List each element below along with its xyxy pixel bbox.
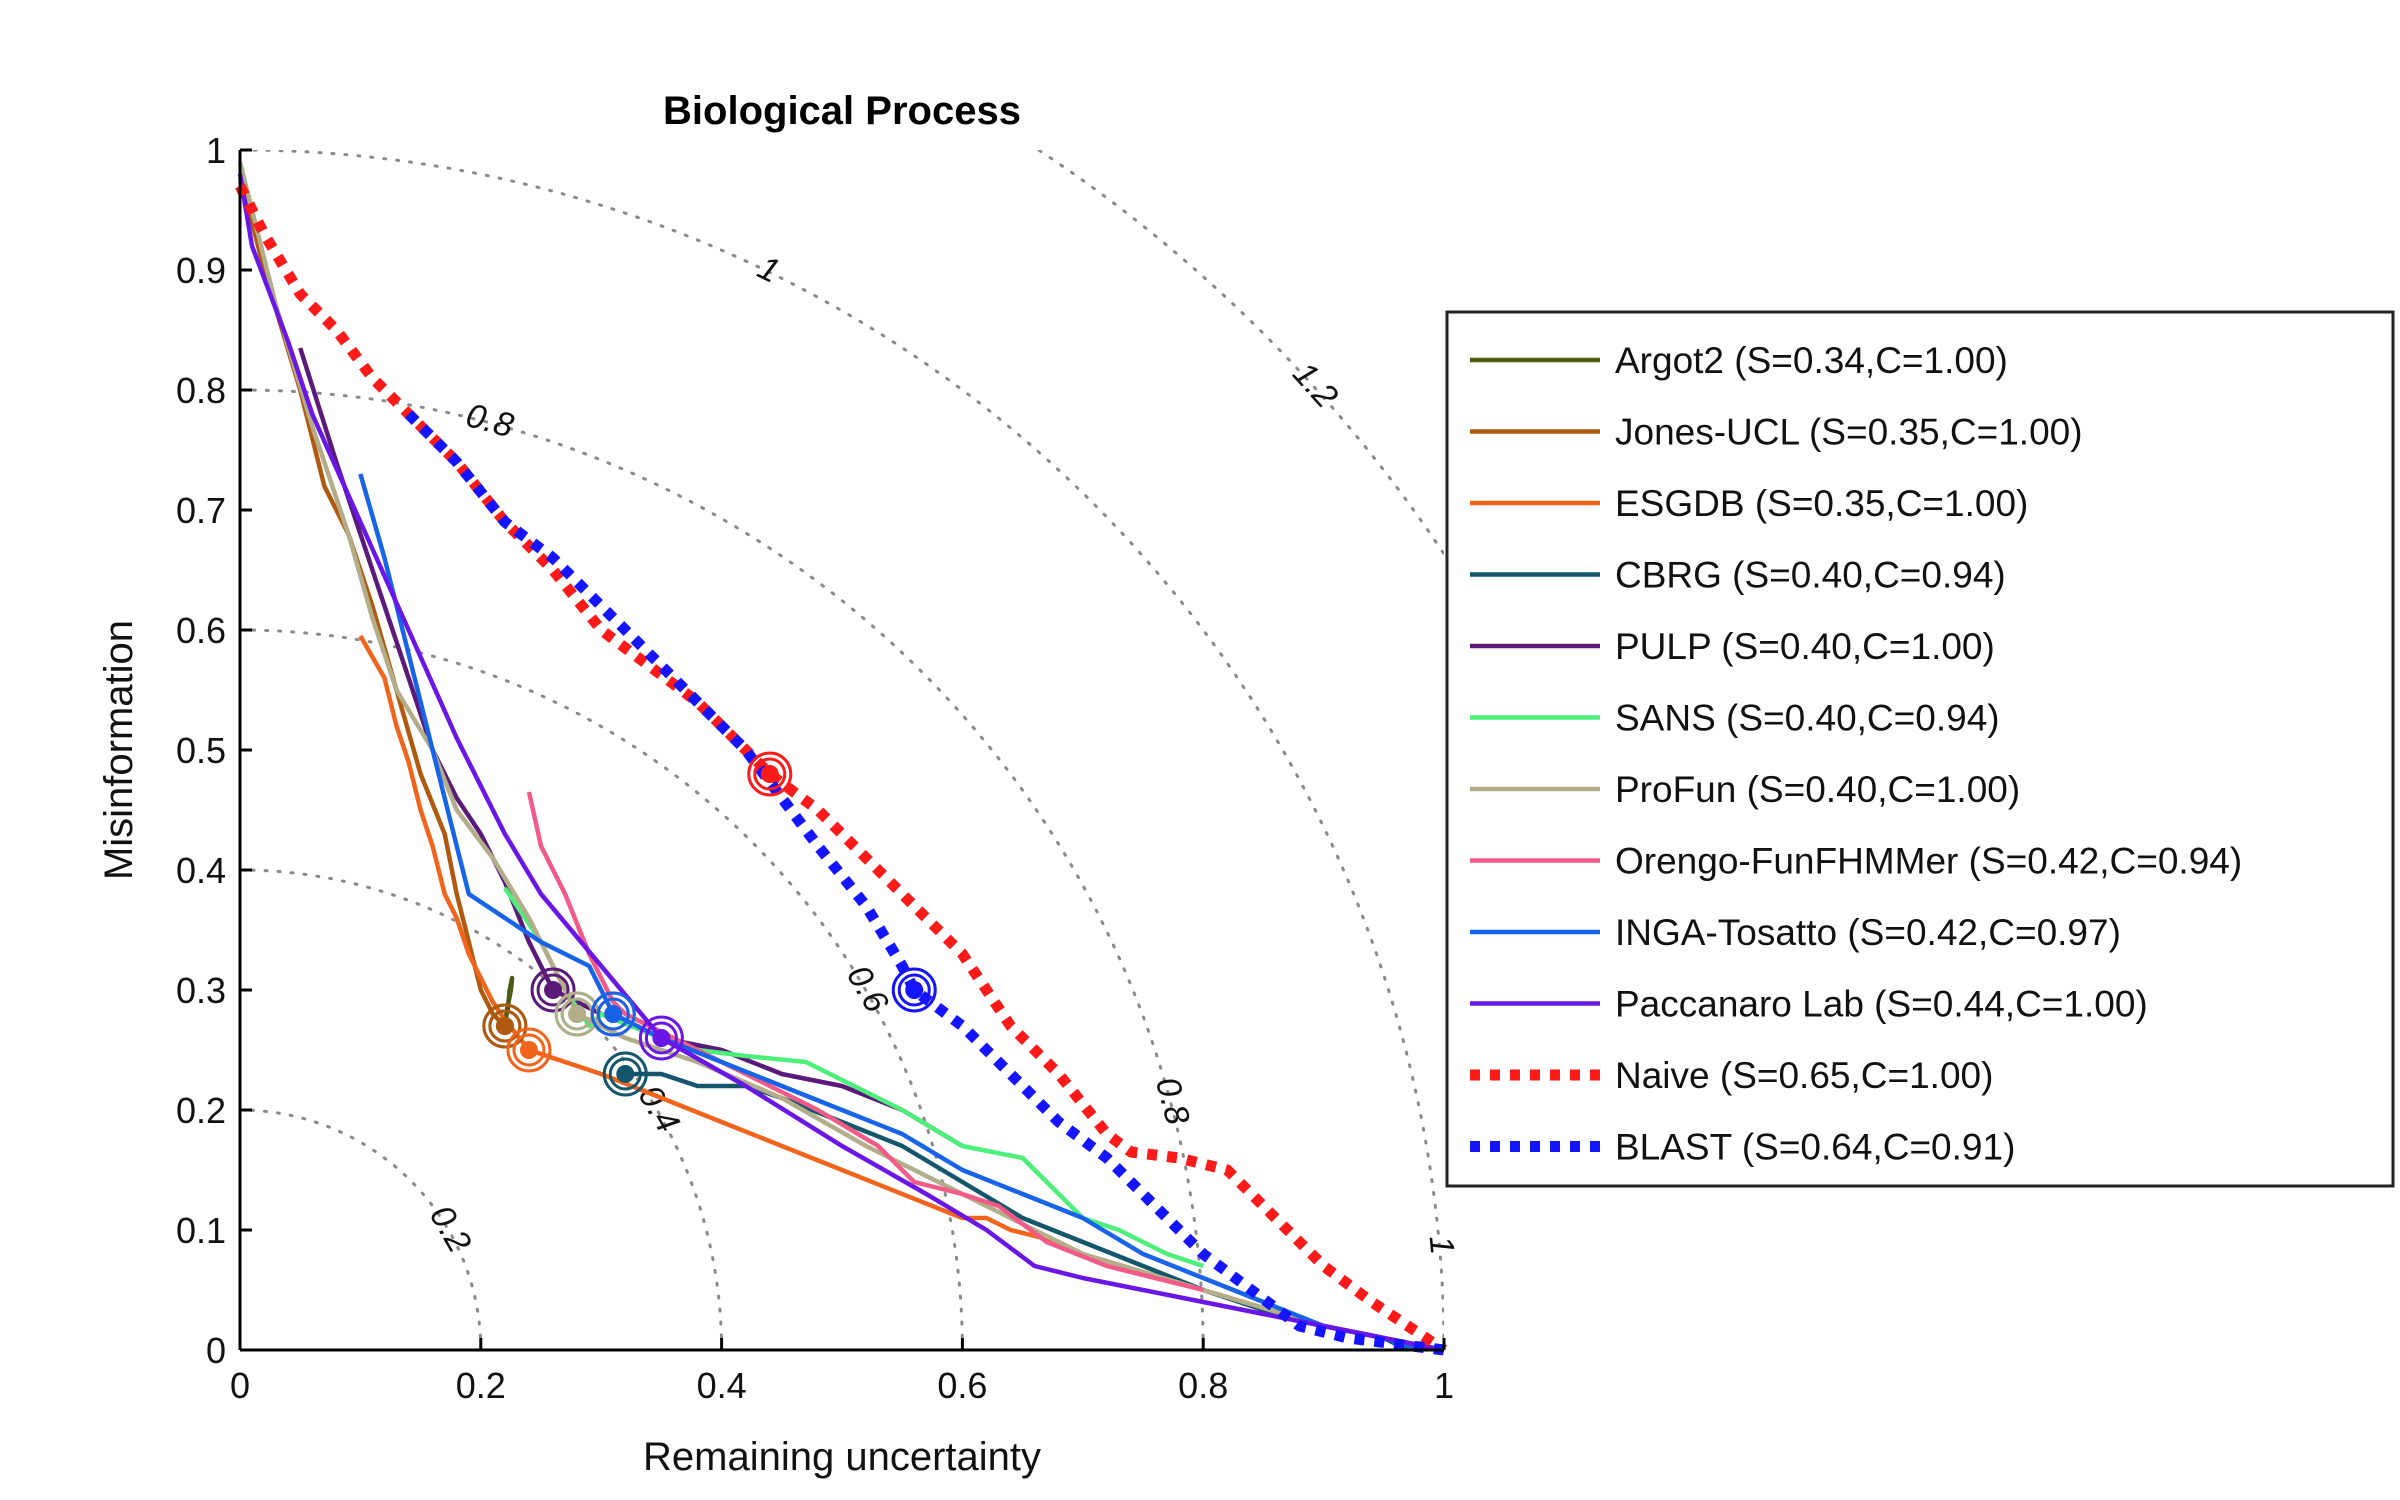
contour-arc	[240, 1108, 483, 1350]
optimum-marker	[891, 967, 937, 1013]
legend-label: ESGDB (S=0.35,C=1.00)	[1615, 483, 2028, 524]
optimum-marker	[638, 1015, 684, 1061]
optimum-markers	[482, 751, 937, 1097]
legend-label: Argot2 (S=0.34,C=1.00)	[1615, 340, 2008, 381]
legend-label: Orengo-FunFHMMer (S=0.42,C=0.94)	[1615, 841, 2242, 882]
contour-arc	[1035, 150, 1444, 557]
series-line	[526, 791, 1204, 1293]
y-ticks: 0 0.1 0.2 0.3 0.4 0.5 0.6 0.7 0.8 0.9 1	[176, 130, 252, 1371]
series-line	[358, 634, 1445, 1353]
legend-entry: Argot2 (S=0.34,C=1.00)	[1470, 340, 2008, 381]
series-line	[358, 473, 1421, 1353]
x-tick-label: 0.4	[697, 1365, 747, 1406]
contour-label: 0.6	[839, 959, 896, 1019]
series-line	[237, 173, 507, 1028]
x-tick-label: 0.2	[456, 1365, 506, 1406]
legend-entry: ESGDB (S=0.35,C=1.00)	[1470, 483, 2028, 524]
legend-label: Naive (S=0.65,C=1.00)	[1615, 1055, 1993, 1096]
legend-label: BLAST (S=0.64,C=0.91)	[1615, 1127, 2015, 1168]
series-line	[235, 183, 1448, 1355]
optimum-marker	[506, 1027, 552, 1073]
series-line	[298, 347, 964, 1148]
legend-label: Jones-UCL (S=0.35,C=1.00)	[1615, 412, 2083, 453]
y-tick-label: 0.8	[176, 370, 226, 411]
legend-label: CBRG (S=0.40,C=0.94)	[1615, 555, 2006, 596]
legend-label: PULP (S=0.40,C=1.00)	[1615, 626, 1995, 667]
series-line	[237, 161, 1445, 1353]
series-line	[625, 1071, 1409, 1353]
x-tick-label: 1	[1434, 1365, 1454, 1406]
contour-arc	[240, 388, 1205, 1350]
y-tick-label: 1	[206, 130, 226, 171]
x-tick-label: 0	[230, 1365, 250, 1406]
contour-label: 0.2	[422, 1199, 479, 1259]
optimum-marker	[602, 1051, 648, 1097]
legend-entry: Jones-UCL (S=0.35,C=1.00)	[1470, 412, 2083, 453]
legend-entry: ProFun (S=0.40,C=1.00)	[1470, 769, 2020, 810]
optimum-marker	[590, 991, 636, 1037]
x-tick-label: 0.8	[1178, 1365, 1228, 1406]
optimum-marker	[747, 751, 793, 797]
legend-label: INGA-Tosatto (S=0.42,C=0.97)	[1615, 912, 2121, 953]
series-line	[237, 173, 1445, 1353]
legend: Argot2 (S=0.34,C=1.00) Jones-UCL (S=0.35,…	[1445, 310, 2395, 1188]
legend-entry: INGA-Tosatto (S=0.42,C=0.97)	[1470, 912, 2121, 953]
series-lines	[235, 161, 1448, 1356]
y-tick-label: 0	[206, 1330, 226, 1371]
y-tick-label: 0.9	[176, 250, 226, 291]
series-line	[502, 975, 515, 1027]
y-tick-label: 0.1	[176, 1210, 226, 1251]
y-tick-label: 0.2	[176, 1090, 226, 1131]
optimum-marker	[530, 967, 576, 1013]
contour-label: 1.2	[1285, 355, 1345, 416]
contour-label: 0.8	[462, 396, 518, 445]
y-axis-label: Misinformation	[97, 620, 141, 880]
y-tick-label: 0.3	[176, 970, 226, 1011]
legend-entry: BLAST (S=0.64,C=0.91)	[1470, 1127, 2015, 1168]
chart-title: Biological Process	[663, 89, 1021, 133]
x-tick-label: 0.6	[937, 1365, 987, 1406]
contour-label: 0.8	[1148, 1073, 1197, 1129]
legend-entry: Naive (S=0.65,C=1.00)	[1470, 1055, 1993, 1096]
contour-label: 1	[752, 248, 786, 290]
x-axis-label: Remaining uncertainty	[643, 1435, 1041, 1479]
contour-label: 1	[1422, 1234, 1462, 1256]
legend-entry: Orengo-FunFHMMer (S=0.42,C=0.94)	[1470, 841, 2242, 882]
legend-entry: SANS (S=0.40,C=0.94)	[1470, 698, 2000, 739]
y-tick-label: 0.7	[176, 490, 226, 531]
y-tick-label: 0.5	[176, 730, 226, 771]
legend-label: Paccanaro Lab (S=0.44,C=1.00)	[1615, 984, 2148, 1025]
legend-entry: Paccanaro Lab (S=0.44,C=1.00)	[1470, 984, 2148, 1025]
optimum-marker	[482, 1003, 528, 1049]
series-line	[404, 410, 1445, 1356]
legend-box	[1445, 310, 2395, 1188]
legend-entry: PULP (S=0.40,C=1.00)	[1470, 626, 1995, 667]
y-tick-label: 0.4	[176, 850, 226, 891]
legend-label: SANS (S=0.40,C=0.94)	[1615, 698, 2000, 739]
legend-entry: CBRG (S=0.40,C=0.94)	[1470, 555, 2006, 596]
x-ticks: 0 0.2 0.4 0.6 0.8 1	[230, 1338, 1454, 1406]
y-tick-label: 0.6	[176, 610, 226, 651]
legend-label: ProFun (S=0.40,C=1.00)	[1615, 769, 2020, 810]
